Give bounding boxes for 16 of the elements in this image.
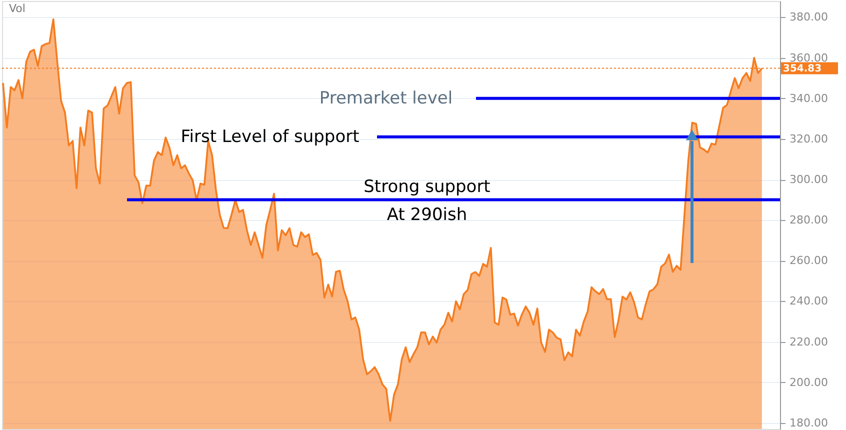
ref-line-label: Strong support At 290ish	[364, 176, 491, 225]
y-tick-label: 320.00	[790, 132, 828, 146]
y-tick-label: 380.00	[790, 10, 828, 24]
y-tick-label: 220.00	[790, 335, 828, 348]
y-tick-label: 200.00	[790, 376, 828, 389]
y-tick-label: 280.00	[790, 214, 828, 227]
y-tick-label: 260.00	[790, 254, 828, 268]
ref-line-label: 354.83	[783, 63, 822, 74]
y-tick-label: 180.00	[790, 416, 828, 430]
y-tick-label: 240.00	[790, 294, 828, 308]
y-tick-label: 360.00	[790, 51, 828, 64]
ref-line-label: Premarket level	[319, 88, 453, 108]
ref-line-label: First Level of support	[180, 126, 360, 147]
y-tick-label: 340.00	[790, 92, 828, 105]
y-tick-label: 300.00	[790, 173, 828, 186]
annotation: Vol	[9, 2, 26, 15]
